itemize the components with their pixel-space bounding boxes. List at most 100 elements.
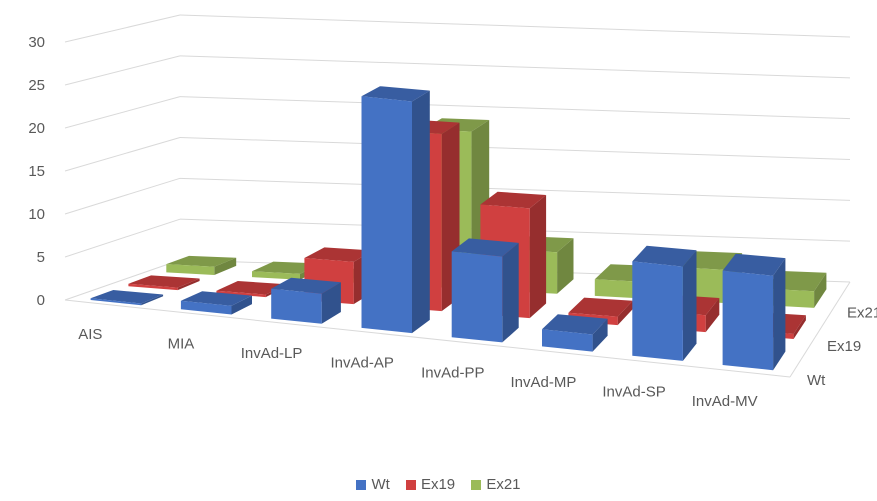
bar-top — [166, 255, 237, 267]
gridline-side — [64, 177, 181, 215]
chart-area: 0 5 10 15 20 25 30 AIS MIA InvAd-LP InvAd-AP InvAd… — [28, 14, 877, 410]
bar-front — [632, 261, 683, 361]
bar-front — [128, 283, 178, 291]
y-tick-label: 25 — [28, 77, 45, 94]
legend-swatch-ex19 — [405, 479, 416, 490]
bar-top — [128, 275, 200, 288]
x-tick-label: InvAd-SP — [602, 384, 665, 401]
bar-top — [451, 238, 519, 257]
bars — [90, 86, 827, 371]
bar-wt-invad-pp — [451, 238, 519, 343]
y-tick-label: 10 — [28, 206, 45, 223]
y-axis-ticks: 0 5 10 15 20 25 30 — [28, 34, 45, 309]
bar-wt-mia — [180, 291, 252, 315]
bar-wt-invad-ap — [361, 86, 430, 334]
bar-wt-ais — [90, 290, 164, 306]
gridline — [179, 137, 851, 160]
x-tick-label: InvAd-AP — [331, 355, 394, 372]
bar-top — [568, 297, 633, 317]
x-tick-label: MIA — [168, 335, 195, 352]
bar-side — [502, 242, 519, 343]
bar-side — [617, 300, 633, 326]
legend-label-ex19: Ex19 — [420, 476, 456, 493]
bar-side — [214, 257, 237, 275]
bar-front — [594, 279, 643, 299]
bar-top — [480, 191, 547, 209]
bar-top — [180, 291, 252, 306]
bar-front — [361, 96, 412, 334]
floor-right-edge — [789, 281, 851, 378]
bar-side — [592, 318, 608, 352]
legend-item-ex21: Ex21 — [471, 476, 521, 493]
bar-side — [557, 238, 574, 294]
x-tick-label: InvAd-MP — [511, 374, 577, 391]
bar-side — [814, 272, 827, 308]
legend-label-ex21: Ex21 — [486, 476, 521, 493]
bar-side — [773, 258, 786, 371]
bar-top — [216, 281, 287, 295]
gridline-side — [64, 218, 181, 258]
bar-front — [451, 251, 503, 343]
legend-item-ex19: Ex19 — [405, 476, 456, 493]
y-tick-label: 30 — [28, 34, 45, 51]
bar-top — [632, 245, 697, 267]
x-tick-label: InvAd-LP — [241, 345, 303, 362]
bar-side — [177, 278, 200, 291]
x-tick-label: InvAd-MV — [692, 393, 758, 410]
bar-top — [722, 253, 786, 276]
bar-side — [321, 282, 341, 324]
bar-top — [304, 247, 373, 262]
bar-front — [252, 271, 300, 280]
legend-item-wt: Wt — [356, 476, 390, 493]
bar-side — [141, 294, 164, 306]
y-tick-label: 20 — [28, 120, 45, 137]
gridline-side — [64, 14, 181, 43]
bar-ex19-ais — [128, 275, 200, 291]
bar-ex21-ais — [166, 255, 237, 275]
depth-tick-label: Ex21 — [847, 304, 877, 321]
depth-tick-label: Ex19 — [827, 338, 861, 355]
bar-top — [90, 290, 164, 304]
gridline-side — [64, 137, 181, 172]
bar-side — [793, 315, 806, 339]
bar-front — [271, 288, 322, 324]
x-axis-ticks: AIS MIA InvAd-LP InvAd-AP InvAd-PP InvAd-MP In… — [78, 326, 757, 410]
legend-swatch-ex21 — [471, 479, 482, 490]
y-tick-label: 15 — [28, 163, 45, 180]
x-tick-label: InvAd-PP — [421, 364, 484, 381]
bar-front — [542, 329, 593, 352]
x-tick-label: AIS — [78, 326, 102, 343]
gridline — [179, 14, 851, 38]
floor-front-edge — [64, 299, 791, 378]
bar-wt-invad-mp — [542, 314, 608, 352]
bar-side — [231, 295, 252, 315]
bar-side — [682, 250, 697, 361]
bar-front — [180, 300, 232, 315]
gridline-side — [64, 96, 181, 129]
legend-swatch-wt — [356, 479, 367, 490]
bar-front — [90, 298, 142, 306]
depth-tick-label: Wt — [807, 372, 826, 389]
gridline — [179, 55, 851, 79]
bar-wt-invad-mv — [722, 253, 786, 371]
bar-top — [252, 261, 321, 274]
bar-side — [529, 195, 547, 319]
bar-side — [705, 298, 720, 333]
gridline-side — [64, 55, 181, 86]
y-tick-label: 5 — [37, 249, 45, 266]
bar-side — [412, 90, 430, 334]
bar-wt-invad-sp — [632, 245, 697, 361]
gridline — [179, 177, 851, 201]
bar-front — [722, 270, 774, 371]
bar-front — [166, 264, 215, 275]
bar-wt-invad-lp — [271, 277, 341, 324]
gridlines — [64, 14, 851, 378]
bar-top — [271, 277, 341, 294]
gridline-side — [64, 259, 181, 301]
bar-top — [542, 314, 608, 335]
bar-top — [361, 86, 430, 102]
legend-label-wt: Wt — [371, 476, 390, 493]
legend: Wt Ex19 Ex21 — [0, 476, 877, 494]
bar-front — [216, 290, 266, 298]
